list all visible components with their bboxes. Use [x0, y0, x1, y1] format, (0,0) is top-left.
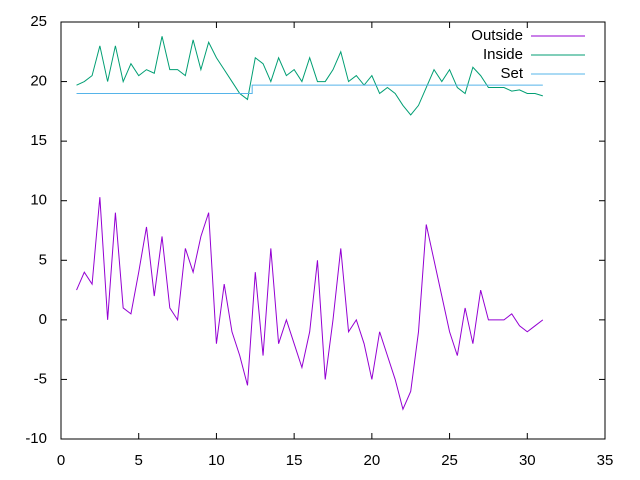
legend-label: Outside — [471, 27, 523, 44]
y-tick-label: 20 — [30, 73, 47, 90]
x-tick-label: 10 — [208, 452, 225, 469]
y-tick-label: 10 — [30, 192, 47, 209]
legend-label: Set — [500, 65, 523, 82]
x-tick-label: 20 — [364, 452, 381, 469]
plot-frame — [60, 21, 606, 440]
x-tick-label: 15 — [286, 452, 303, 469]
y-tick-label: -10 — [25, 430, 47, 447]
y-tick-label: 25 — [30, 13, 47, 30]
y-tick-label: 15 — [30, 132, 47, 149]
line — [76, 36, 543, 116]
legend-label: Inside — [483, 46, 523, 63]
line — [76, 84, 543, 94]
line — [76, 197, 544, 411]
x-tick-label: 35 — [597, 452, 614, 469]
x-tick-label: 25 — [441, 452, 458, 469]
x-tick-label: 0 — [57, 452, 65, 469]
x-tick-label: 30 — [519, 452, 536, 469]
y-tick-label: 0 — [39, 311, 47, 328]
y-tick-label: 5 — [39, 251, 47, 268]
x-tick-label: 5 — [135, 452, 143, 469]
y-tick-label: -5 — [34, 370, 47, 387]
